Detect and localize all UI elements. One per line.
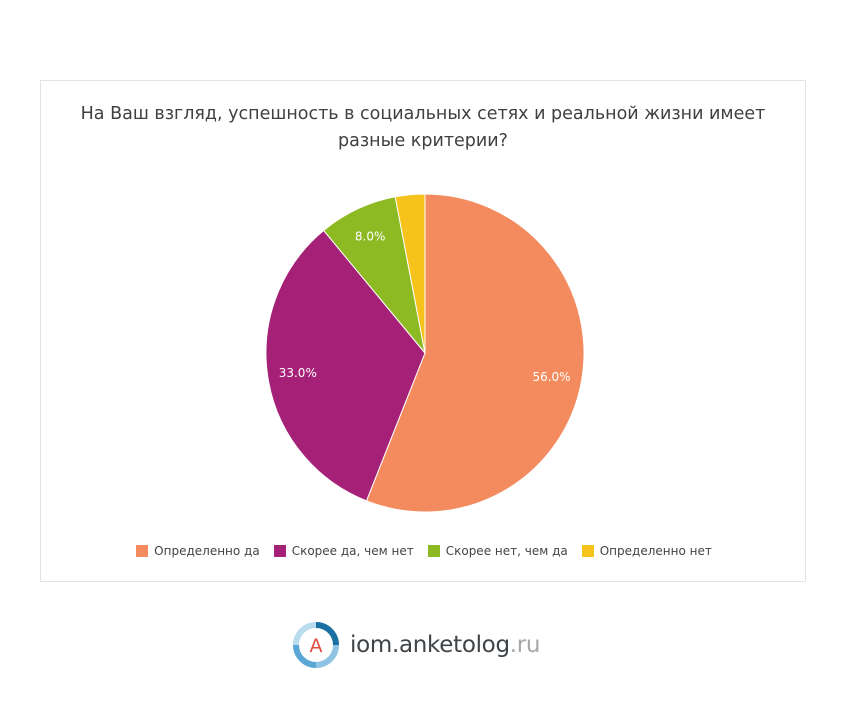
pie-chart: 56.0% 33.0% 8.0% bbox=[265, 193, 585, 513]
legend-label: Скорее нет, чем да bbox=[445, 544, 568, 558]
slice-data-label: 8.0% bbox=[355, 229, 386, 243]
legend-label: Скорее да, чем нет bbox=[291, 544, 414, 558]
legend-swatch bbox=[273, 545, 286, 557]
site-name: iom.anketolog.ru bbox=[350, 632, 541, 658]
logo-letter: A bbox=[310, 635, 323, 657]
legend-item[interactable]: Скорее да, чем нет bbox=[273, 544, 414, 558]
chart-legend: Определенно да Скорее да, чем нет Скорее н… bbox=[41, 544, 807, 558]
site-name-main: iom.anketolog bbox=[350, 632, 510, 658]
slice-data-label: 33.0% bbox=[279, 366, 317, 380]
chart-card: На Ваш взгляд, успешность в социальных с… bbox=[40, 80, 806, 582]
pie-slice[interactable] bbox=[394, 193, 426, 354]
pie-slice[interactable] bbox=[265, 229, 426, 502]
legend-swatch bbox=[581, 545, 594, 557]
legend-item[interactable]: Определенно нет bbox=[581, 544, 712, 558]
anketolog-logo-icon: A bbox=[293, 622, 339, 668]
site-logo[interactable]: A iom.anketolog.ru bbox=[292, 621, 541, 669]
legend-item[interactable]: Определенно да bbox=[136, 544, 260, 558]
legend-label: Определенно да bbox=[154, 544, 260, 558]
chart-title: На Ваш взгляд, успешность в социальных с… bbox=[80, 104, 766, 151]
pie-slice[interactable] bbox=[365, 193, 585, 513]
legend-swatch bbox=[136, 545, 149, 557]
legend-swatch bbox=[427, 545, 440, 557]
legend-item[interactable]: Скорее нет, чем да bbox=[427, 544, 568, 558]
site-name-tld: .ru bbox=[509, 632, 541, 658]
slice-data-label: 56.0% bbox=[532, 370, 570, 384]
legend-label: Определенно нет bbox=[599, 544, 712, 558]
